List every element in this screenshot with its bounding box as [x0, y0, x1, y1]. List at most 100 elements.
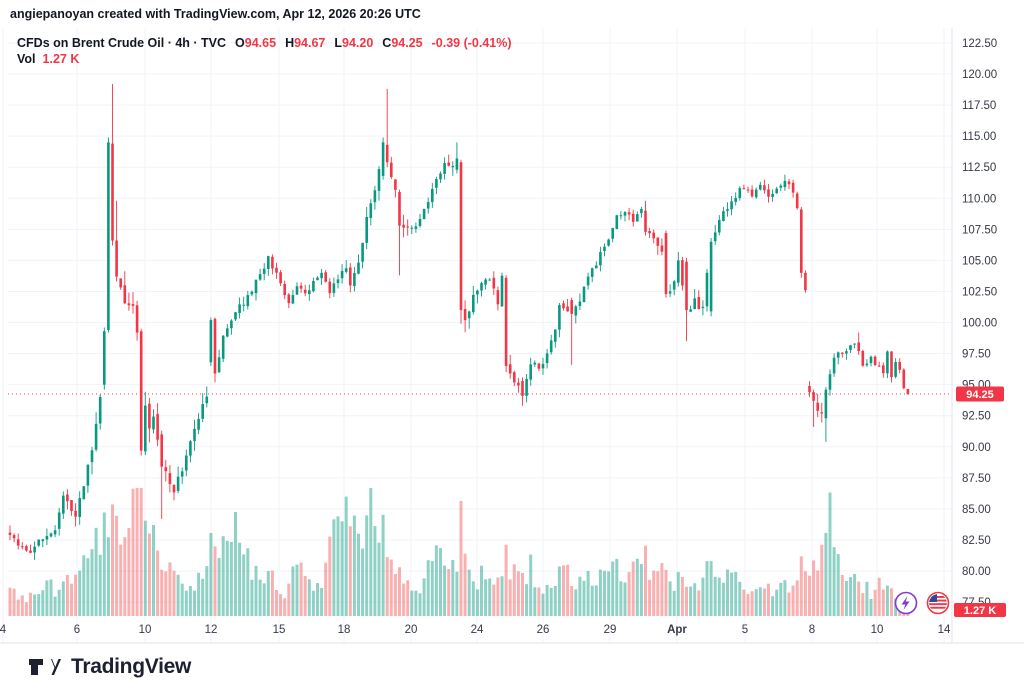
- candle-body: [545, 353, 549, 364]
- symbol-title[interactable]: CFDs on Brent Crude Oil · 4h · TVC: [17, 36, 227, 50]
- volume-bar: [832, 547, 836, 616]
- candle-body: [865, 363, 869, 366]
- time-axis-label[interactable]: 10: [871, 624, 884, 636]
- tradingview-logo[interactable]: TradingView: [28, 655, 191, 679]
- volume-bar: [525, 584, 529, 616]
- volume-bar: [430, 561, 434, 616]
- candle-body: [820, 412, 824, 414]
- volume-bar: [98, 554, 102, 616]
- last-price-badge-text: 94.25: [966, 389, 994, 401]
- time-axis-label[interactable]: 10: [139, 624, 152, 636]
- volume-legend[interactable]: Vol 1.27 K: [17, 52, 79, 66]
- candle-body: [381, 142, 385, 176]
- volume-bar: [74, 574, 78, 616]
- volume-bar: [365, 515, 369, 616]
- time-axis-label[interactable]: 12: [205, 624, 218, 636]
- time-axis-label[interactable]: 5: [742, 624, 748, 636]
- volume-bar: [689, 586, 693, 616]
- volume-bar: [139, 488, 143, 616]
- volume-bar: [885, 585, 889, 616]
- price-axis-label[interactable]: 90.00: [962, 442, 991, 454]
- time-axis-label[interactable]: 26: [537, 624, 550, 636]
- time-axis-label[interactable]: 8: [809, 624, 815, 636]
- candle-body: [476, 290, 479, 295]
- price-axis-label[interactable]: 92.50: [962, 411, 991, 423]
- volume-bar: [135, 488, 139, 616]
- volume-bar: [844, 580, 848, 616]
- volume-bar: [393, 573, 397, 616]
- volume-bar: [414, 590, 418, 616]
- candle-body: [590, 268, 594, 277]
- volume-bar: [168, 562, 172, 616]
- price-axis-label[interactable]: 87.50: [962, 473, 991, 485]
- volume-bar: [480, 565, 483, 616]
- candle-body: [94, 423, 98, 450]
- candle-body: [652, 232, 655, 239]
- price-axis-label[interactable]: 110.00: [962, 193, 996, 205]
- candle-body: [689, 309, 692, 312]
- volume-bar: [553, 586, 557, 616]
- candle-body: [480, 283, 483, 291]
- candle-body: [139, 331, 143, 451]
- volume-bar: [730, 572, 734, 616]
- volume-bar: [316, 583, 319, 616]
- candle-body: [230, 320, 233, 329]
- candle-body: [513, 372, 516, 383]
- price-axis-label[interactable]: 120.00: [962, 69, 997, 81]
- candle-body: [857, 342, 860, 352]
- volume-bar: [385, 557, 389, 616]
- time-axis-label[interactable]: 29: [604, 624, 617, 636]
- price-axis-label[interactable]: 80.00: [962, 566, 991, 578]
- candle-body: [303, 289, 307, 294]
- price-axis-label[interactable]: 102.50: [962, 286, 997, 298]
- candle-body: [578, 301, 582, 307]
- price-axis-label[interactable]: 82.50: [962, 535, 991, 547]
- volume-bar: [582, 580, 586, 616]
- time-axis-label[interactable]: 4: [0, 624, 7, 636]
- volume-bar: [676, 571, 680, 616]
- candle-body: [619, 215, 623, 217]
- volume-bar: [418, 593, 422, 616]
- time-axis-label[interactable]: Apr: [667, 624, 687, 636]
- volume-bar: [598, 569, 602, 616]
- time-axis-label[interactable]: 14: [938, 624, 951, 636]
- price-axis-label[interactable]: 115.00: [962, 131, 996, 143]
- price-axis-label[interactable]: 97.50: [962, 349, 991, 361]
- time-axis-label[interactable]: 20: [405, 624, 418, 636]
- time-axis-label[interactable]: 18: [338, 624, 351, 636]
- volume-bar: [578, 576, 582, 616]
- price-axis-label[interactable]: 85.00: [962, 504, 991, 516]
- volume-bar: [270, 570, 274, 616]
- candle-body: [709, 241, 713, 312]
- price-axis-label[interactable]: 112.50: [962, 162, 996, 174]
- price-axis-label[interactable]: 107.50: [962, 224, 997, 236]
- price-axis-label[interactable]: 122.50: [962, 38, 997, 50]
- candle-body: [500, 275, 504, 307]
- price-axis-label[interactable]: 105.00: [962, 255, 997, 267]
- volume-bar: [439, 547, 442, 616]
- time-axis-label[interactable]: 15: [273, 624, 286, 636]
- volume-bar: [229, 541, 233, 616]
- candle-body: [713, 232, 717, 242]
- candle-body: [74, 510, 77, 517]
- time-axis-label[interactable]: 6: [74, 624, 80, 636]
- volume-bar: [29, 592, 32, 616]
- price-axis-label[interactable]: 100.00: [962, 318, 997, 330]
- volume-bar: [697, 590, 701, 616]
- candle-body: [144, 405, 147, 452]
- candle-body: [250, 291, 254, 295]
- volume-bar: [332, 519, 336, 616]
- symbol-legend[interactable]: CFDs on Brent Crude Oil · 4h · TVC O94.65…: [17, 36, 512, 50]
- us-flag-event-icon[interactable]: [926, 591, 950, 615]
- volume-bar: [754, 589, 758, 616]
- time-axis-label[interactable]: 24: [471, 624, 484, 636]
- candle-body: [775, 188, 778, 194]
- candle-body: [349, 267, 352, 286]
- candle-body: [644, 210, 647, 232]
- candle-body: [254, 279, 258, 294]
- candle-body: [640, 208, 643, 214]
- price-axis-label[interactable]: 117.50: [962, 100, 996, 112]
- volume-bar: [808, 575, 811, 616]
- candle-body: [238, 304, 241, 313]
